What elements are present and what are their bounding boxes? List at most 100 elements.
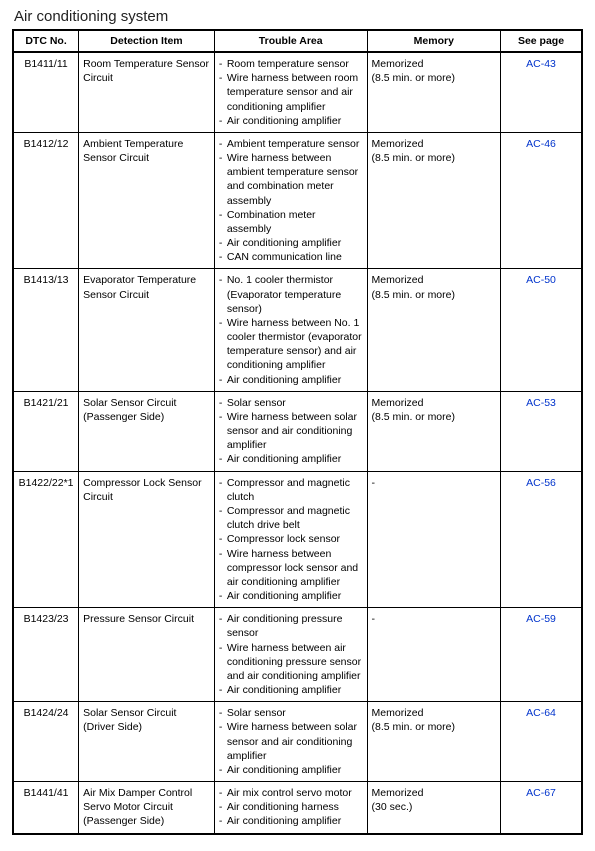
cell-trouble-area: No. 1 cooler thermistor (Evaporator temp… <box>214 269 367 391</box>
trouble-area-list: No. 1 cooler thermistor (Evaporator temp… <box>219 273 363 386</box>
cell-see-page: AC-67 <box>501 782 582 834</box>
cell-memory: - <box>367 608 500 702</box>
see-page-link[interactable]: AC-50 <box>526 274 556 286</box>
see-page-link[interactable]: AC-59 <box>526 613 556 625</box>
trouble-area-item: Compressor lock sensor <box>219 532 363 546</box>
cell-dtc-no: B1422/22*1 <box>13 471 79 608</box>
cell-detection-item: Pressure Sensor Circuit <box>79 608 215 702</box>
cell-trouble-area: Solar sensorWire harness between solar s… <box>214 391 367 471</box>
cell-trouble-area: Solar sensorWire harness between solar s… <box>214 702 367 782</box>
cell-detection-item: Solar Sensor Circuit (Passenger Side) <box>79 391 215 471</box>
trouble-area-item: Wire harness between ambient temperature… <box>219 151 363 208</box>
cell-dtc-no: B1413/13 <box>13 269 79 391</box>
col-header-trouble: Trouble Area <box>214 30 367 52</box>
trouble-area-item: Air conditioning harness <box>219 800 363 814</box>
cell-memory: - <box>367 471 500 608</box>
trouble-area-item: Wire harness between solar sensor and ai… <box>219 410 363 453</box>
trouble-area-list: Room temperature sensorWire harness betw… <box>219 57 363 128</box>
trouble-area-item: Solar sensor <box>219 396 363 410</box>
trouble-area-list: Air mix control servo motorAir condition… <box>219 786 363 829</box>
trouble-area-item: Air conditioning amplifier <box>219 683 363 697</box>
cell-see-page: AC-59 <box>501 608 582 702</box>
dtc-table-body: B1411/11Room Temperature Sensor CircuitR… <box>13 52 582 834</box>
cell-memory: Memorized(8.5 min. or more) <box>367 391 500 471</box>
trouble-area-item: Wire harness between air conditioning pr… <box>219 641 363 684</box>
trouble-area-item: Wire harness between compressor lock sen… <box>219 547 363 590</box>
table-row: B1413/13Evaporator Temperature Sensor Ci… <box>13 269 582 391</box>
table-row: B1411/11Room Temperature Sensor CircuitR… <box>13 52 582 132</box>
cell-dtc-no: B1424/24 <box>13 702 79 782</box>
cell-see-page: AC-56 <box>501 471 582 608</box>
col-header-detection: Detection Item <box>79 30 215 52</box>
cell-see-page: AC-43 <box>501 52 582 132</box>
trouble-area-item: No. 1 cooler thermistor (Evaporator temp… <box>219 273 363 316</box>
cell-dtc-no: B1412/12 <box>13 132 79 269</box>
cell-see-page: AC-64 <box>501 702 582 782</box>
trouble-area-item: Wire harness between solar sensor and ai… <box>219 720 363 763</box>
trouble-area-item: Air conditioning amplifier <box>219 114 363 128</box>
col-header-dtc-no: DTC No. <box>13 30 79 52</box>
trouble-area-item: Compressor and magnetic clutch <box>219 476 363 504</box>
trouble-area-item: Room temperature sensor <box>219 57 363 71</box>
table-row: B1424/24Solar Sensor Circuit (Driver Sid… <box>13 702 582 782</box>
trouble-area-item: Solar sensor <box>219 706 363 720</box>
trouble-area-item: Air conditioning amplifier <box>219 589 363 603</box>
cell-detection-item: Room Temperature Sensor Circuit <box>79 52 215 132</box>
trouble-area-list: Compressor and magnetic clutchCompressor… <box>219 476 363 604</box>
trouble-area-item: Air conditioning pressure sensor <box>219 612 363 640</box>
table-row: B1412/12Ambient Temperature Sensor Circu… <box>13 132 582 269</box>
cell-see-page: AC-50 <box>501 269 582 391</box>
cell-memory: Memorized(8.5 min. or more) <box>367 269 500 391</box>
cell-trouble-area: Air mix control servo motorAir condition… <box>214 782 367 834</box>
see-page-link[interactable]: AC-53 <box>526 397 556 409</box>
cell-see-page: AC-53 <box>501 391 582 471</box>
page-title: Air conditioning system <box>14 8 583 25</box>
trouble-area-item: Air conditioning amplifier <box>219 763 363 777</box>
cell-see-page: AC-46 <box>501 132 582 269</box>
trouble-area-item: Compressor and magnetic clutch drive bel… <box>219 504 363 532</box>
cell-memory: Memorized(8.5 min. or more) <box>367 52 500 132</box>
trouble-area-list: Ambient temperature sensorWire harness b… <box>219 137 363 265</box>
table-row: B1423/23Pressure Sensor CircuitAir condi… <box>13 608 582 702</box>
table-row: B1422/22*1Compressor Lock Sensor Circuit… <box>13 471 582 608</box>
cell-dtc-no: B1441/41 <box>13 782 79 834</box>
cell-detection-item: Evaporator Temperature Sensor Circuit <box>79 269 215 391</box>
trouble-area-item: CAN communication line <box>219 250 363 264</box>
table-row: B1441/41Air Mix Damper Control Servo Mot… <box>13 782 582 834</box>
cell-detection-item: Air Mix Damper Control Servo Motor Circu… <box>79 782 215 834</box>
trouble-area-item: Air mix control servo motor <box>219 786 363 800</box>
table-row: B1421/21Solar Sensor Circuit (Passenger … <box>13 391 582 471</box>
cell-dtc-no: B1423/23 <box>13 608 79 702</box>
cell-memory: Memorized(30 sec.) <box>367 782 500 834</box>
see-page-link[interactable]: AC-67 <box>526 787 556 799</box>
see-page-link[interactable]: AC-46 <box>526 138 556 150</box>
cell-trouble-area: Ambient temperature sensorWire harness b… <box>214 132 367 269</box>
trouble-area-item: Ambient temperature sensor <box>219 137 363 151</box>
cell-trouble-area: Compressor and magnetic clutchCompressor… <box>214 471 367 608</box>
cell-detection-item: Ambient Temperature Sensor Circuit <box>79 132 215 269</box>
col-header-see-page: See page <box>501 30 582 52</box>
trouble-area-list: Solar sensorWire harness between solar s… <box>219 706 363 777</box>
cell-memory: Memorized(8.5 min. or more) <box>367 132 500 269</box>
trouble-area-item: Air conditioning amplifier <box>219 452 363 466</box>
dtc-table-head: DTC No. Detection Item Trouble Area Memo… <box>13 30 582 52</box>
see-page-link[interactable]: AC-64 <box>526 707 556 719</box>
see-page-link[interactable]: AC-43 <box>526 58 556 70</box>
see-page-link[interactable]: AC-56 <box>526 477 556 489</box>
cell-trouble-area: Air conditioning pressure sensorWire har… <box>214 608 367 702</box>
trouble-area-item: Air conditioning amplifier <box>219 814 363 828</box>
cell-detection-item: Compressor Lock Sensor Circuit <box>79 471 215 608</box>
cell-detection-item: Solar Sensor Circuit (Driver Side) <box>79 702 215 782</box>
dtc-table: DTC No. Detection Item Trouble Area Memo… <box>12 29 583 835</box>
trouble-area-item: Air conditioning amplifier <box>219 236 363 250</box>
trouble-area-list: Air conditioning pressure sensorWire har… <box>219 612 363 697</box>
cell-memory: Memorized(8.5 min. or more) <box>367 702 500 782</box>
cell-trouble-area: Room temperature sensorWire harness betw… <box>214 52 367 132</box>
trouble-area-list: Solar sensorWire harness between solar s… <box>219 396 363 467</box>
trouble-area-item: Wire harness between room temperature se… <box>219 71 363 114</box>
trouble-area-item: Air conditioning amplifier <box>219 373 363 387</box>
col-header-memory: Memory <box>367 30 500 52</box>
trouble-area-item: Wire harness between No. 1 cooler thermi… <box>219 316 363 373</box>
page-container: Air conditioning system DTC No. Detectio… <box>0 0 595 851</box>
cell-dtc-no: B1411/11 <box>13 52 79 132</box>
